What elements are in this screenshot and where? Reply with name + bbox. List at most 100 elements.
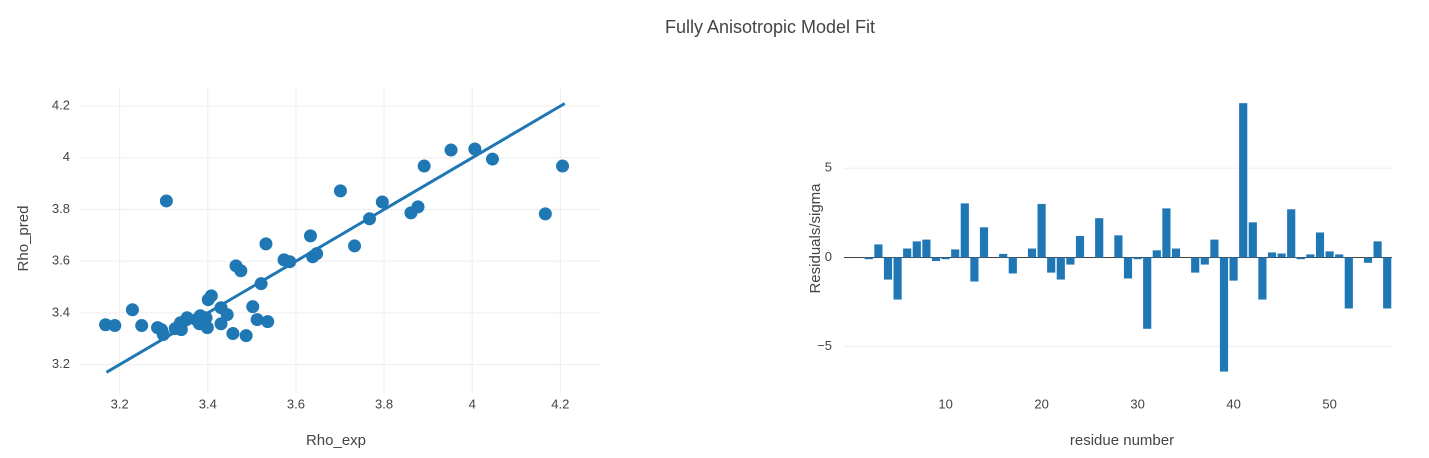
bar [1363,257,1373,263]
y-tick-label: 4.2 [52,98,70,113]
bar [1210,239,1219,258]
bar [1171,248,1181,258]
point [485,152,499,166]
bar [864,257,873,260]
point [226,327,240,341]
point [417,159,431,173]
point [303,229,317,243]
y-tick-label: 5 [825,160,832,175]
bar [1267,252,1277,258]
bar [1325,251,1334,258]
bar [1239,103,1248,258]
bar [941,257,950,260]
bar [893,257,902,300]
bar [1114,235,1123,258]
bar [1335,254,1344,258]
bar [1277,253,1286,258]
x-tick-label: 3.2 [111,396,129,411]
bar [1229,257,1238,281]
point [261,315,275,329]
point [125,303,139,317]
bar [1162,208,1171,258]
fit-line [105,102,566,374]
point [135,319,149,333]
point [538,207,552,221]
x-tick-label: 4 [469,396,476,411]
y-axis-title: Rho_pred [15,206,32,272]
y-tick-label: 3.6 [52,253,70,268]
x-tick-label: 3.4 [199,396,217,411]
bar [1047,257,1056,273]
x-axis-title: residue number [1070,432,1174,449]
x-tick-label: 3.6 [287,396,305,411]
bar [999,253,1008,258]
bar [951,249,960,258]
x-tick-label: 50 [1322,396,1336,411]
bar [1296,257,1305,260]
y-tick-label: −5 [817,338,832,353]
point [246,300,260,314]
point [333,184,347,198]
point [411,200,425,214]
x-tick-label: 10 [938,396,952,411]
bar [874,244,883,258]
x-tick-label: 30 [1130,396,1144,411]
bar [1191,257,1200,273]
point [375,195,389,209]
y-tick-label: 3.8 [52,201,70,216]
y-axis-title: Residuals/sigma [807,183,824,294]
bar [960,203,969,258]
bar [1075,236,1085,258]
bar [1315,232,1325,258]
bar [903,248,912,258]
bar [912,241,921,258]
bar [922,239,931,258]
bar [1248,222,1257,258]
point [220,308,234,322]
point [108,319,122,333]
bar [1373,241,1382,258]
x-tick-label: 3.8 [375,396,393,411]
bar [931,257,941,262]
bar [1133,257,1142,260]
bar [1123,257,1133,279]
y-tick-label: 3.4 [52,304,70,319]
point [200,321,214,335]
point [204,289,218,303]
bar [1143,257,1152,329]
bar [970,257,979,282]
point [444,143,458,157]
point [234,264,248,278]
point [468,142,482,156]
figure-title: Fully Anisotropic Model Fit [665,17,875,37]
bar [1037,203,1046,258]
bar [883,257,893,280]
y-tick-label: 4 [63,149,70,164]
bar [1258,257,1267,300]
point [283,255,297,269]
point [250,313,264,327]
y-tick-label: 0 [825,249,832,264]
bar [1066,257,1075,265]
bar [1287,209,1296,258]
point [239,329,253,343]
y-tick-label: 3.2 [52,356,70,371]
bar [1219,257,1229,372]
x-tick-label: 4.2 [551,396,569,411]
bar [1200,257,1209,265]
x-tick-label: 20 [1034,396,1048,411]
point [556,159,570,173]
x-axis-title: Rho_exp [306,432,366,449]
bar [979,227,989,258]
bar [1306,254,1315,258]
bar [1383,257,1392,309]
point [259,237,273,251]
bar [1027,248,1037,258]
x-tick-label: 40 [1226,396,1240,411]
bar [1008,257,1017,274]
bar [1152,250,1161,258]
bar [1095,218,1104,258]
bar [1344,257,1353,309]
bar [1056,257,1065,280]
